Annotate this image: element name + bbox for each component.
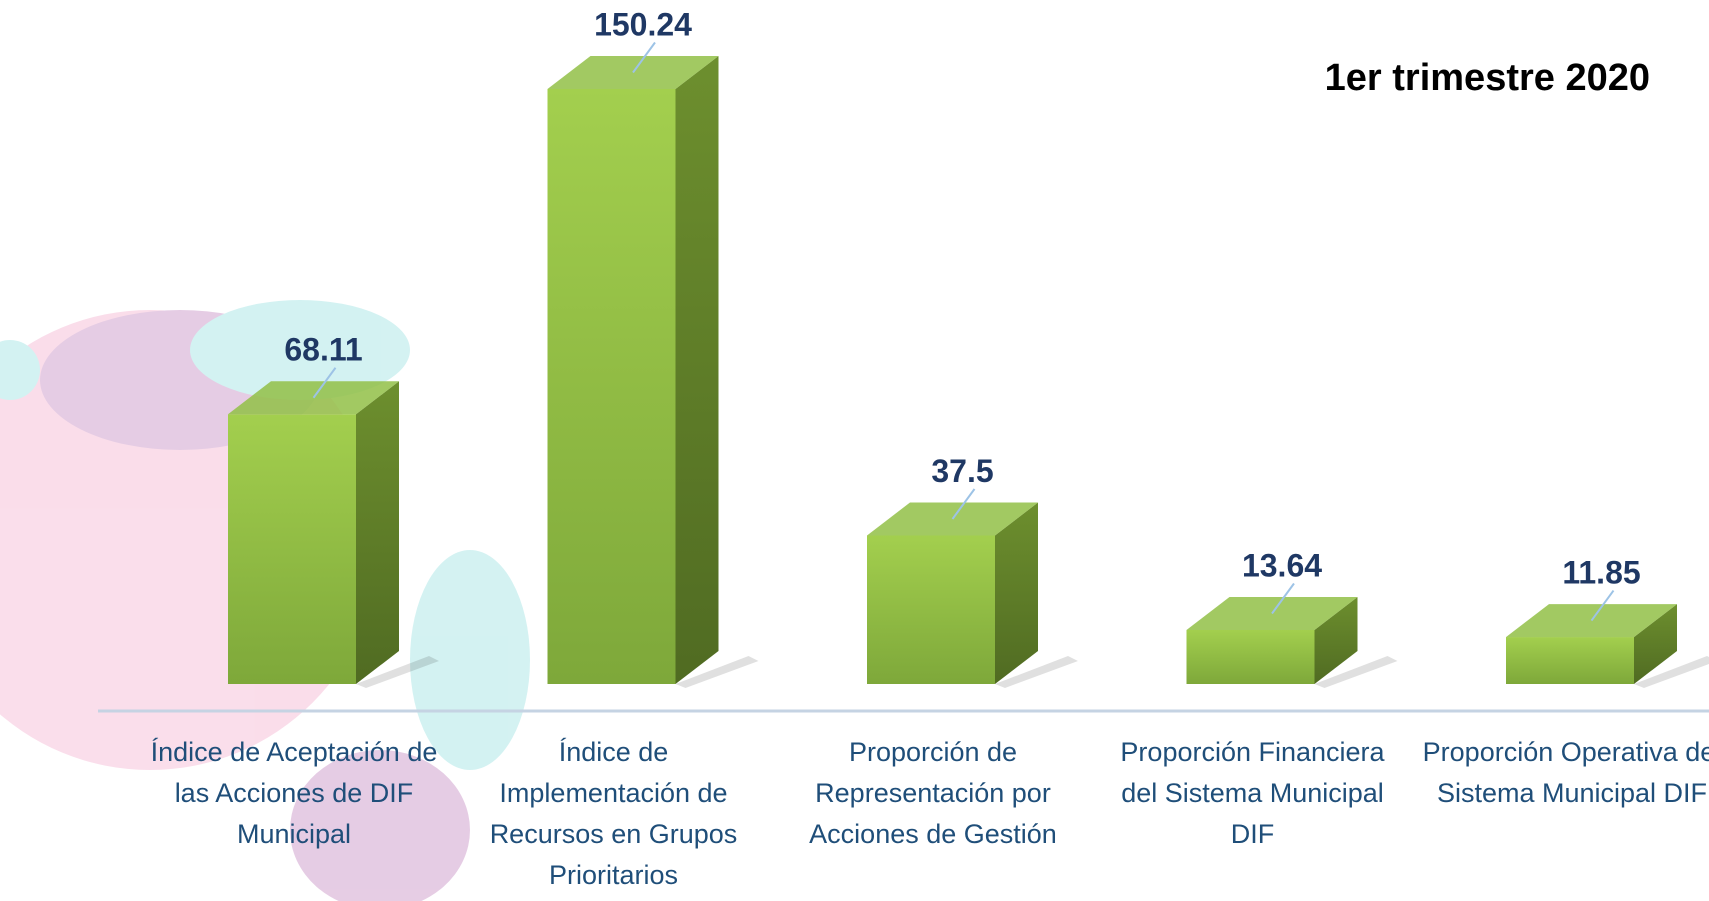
value-label: 13.64 xyxy=(1242,547,1322,583)
value-label: 11.85 xyxy=(1562,555,1640,591)
x-tick-label: Proporción de Representación por Accione… xyxy=(783,732,1083,855)
chart: 1er trimestre 2020 68.11 150.24 37.5 13.64 1… xyxy=(0,0,1709,901)
x-tick-label: Proporción Operativa del Sistema Municip… xyxy=(1422,732,1709,814)
bar-front xyxy=(1187,630,1315,684)
value-label: 150.24 xyxy=(594,6,692,42)
bar-side xyxy=(356,381,399,684)
bar xyxy=(228,381,439,688)
value-label: 68.11 xyxy=(284,332,362,368)
value-label: 37.5 xyxy=(931,453,993,489)
bar-front xyxy=(867,535,995,684)
bar-front xyxy=(1506,637,1634,684)
x-tick-label: Índice de Aceptación de las Acciones de … xyxy=(144,732,444,855)
chart-title: 1er trimestre 2020 xyxy=(1325,57,1650,99)
bar xyxy=(1187,597,1398,688)
bar xyxy=(1506,604,1709,688)
bar-side xyxy=(676,56,719,684)
bar-front xyxy=(228,414,356,684)
bar xyxy=(867,502,1078,688)
x-tick-label: Índice de Implementación de Recursos en … xyxy=(464,732,764,896)
bar xyxy=(548,56,759,688)
x-tick-label: Proporción Financiera del Sistema Munici… xyxy=(1103,732,1403,855)
bar-front xyxy=(548,89,676,684)
